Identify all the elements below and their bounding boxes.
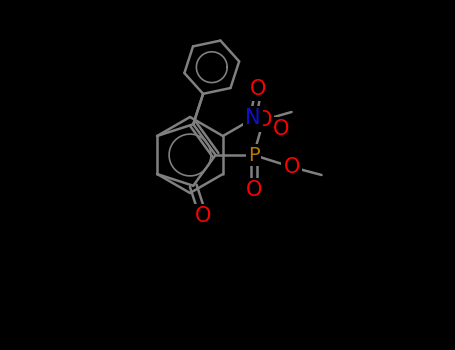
Text: P: P [248,146,259,164]
Text: N: N [245,108,261,128]
Text: O: O [245,180,262,200]
Text: O: O [283,157,300,177]
Text: O: O [255,110,272,130]
Text: O: O [250,79,267,99]
Text: O: O [195,206,211,226]
Text: O: O [273,119,289,139]
